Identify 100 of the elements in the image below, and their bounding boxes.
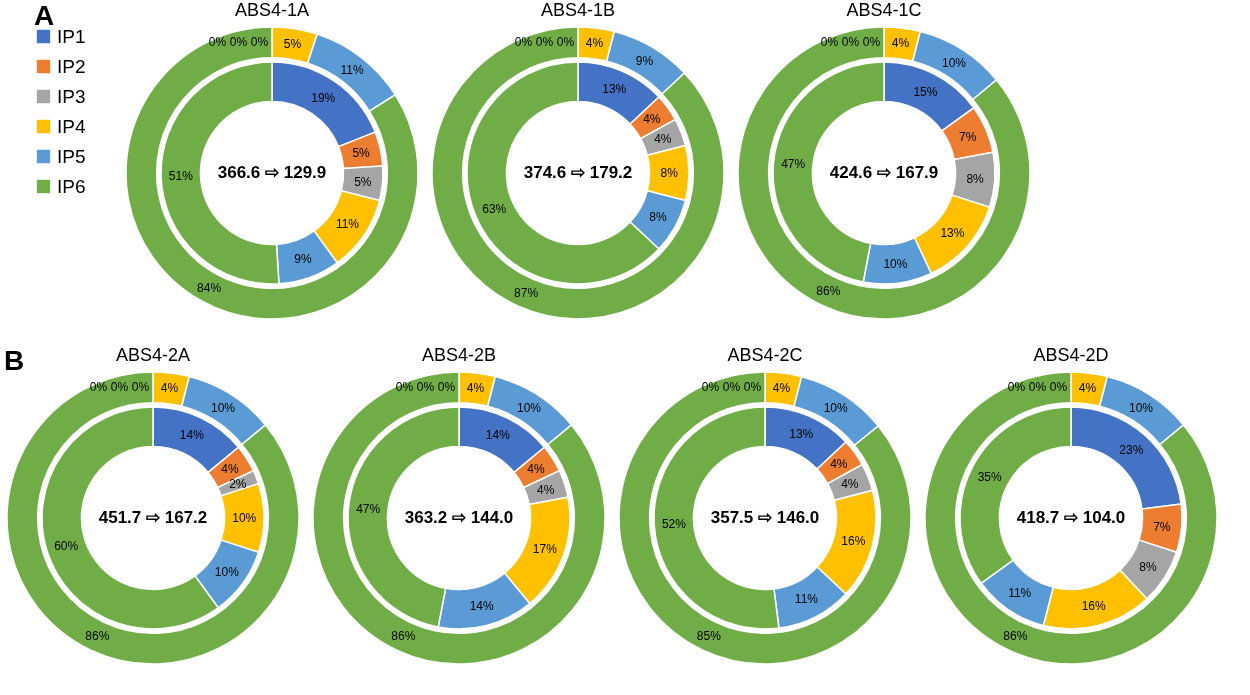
data-label: 8% xyxy=(649,209,667,224)
text: 0% xyxy=(395,380,414,395)
legend-label: IP2 xyxy=(57,55,86,77)
data-label: 4% xyxy=(585,36,604,51)
data-label: 8% xyxy=(1139,559,1158,574)
data-label: 4% xyxy=(221,462,240,477)
data-label: 60% xyxy=(54,539,79,554)
data-label: 14% xyxy=(469,599,495,614)
text: 366.6 ⇨ 129.9 xyxy=(217,163,327,182)
data-label: 35% xyxy=(977,469,1003,484)
data-label: 5% xyxy=(354,174,372,189)
data-label: 16% xyxy=(1081,599,1107,614)
data-label: 86% xyxy=(85,629,110,644)
data-label: 16% xyxy=(841,533,866,548)
legend-label: IP4 xyxy=(57,115,86,137)
data-label: 9% xyxy=(294,251,312,266)
text: 0% xyxy=(250,35,269,50)
text: 0% xyxy=(841,35,860,50)
text: 418.7 ⇨ 104.0 xyxy=(1016,508,1126,527)
data-label: 7% xyxy=(959,129,977,144)
chart-title: ABS4-1C xyxy=(846,0,922,20)
data-label: 4% xyxy=(643,112,661,127)
text: 374.6 ⇨ 179.2 xyxy=(523,163,633,182)
data-label: 63% xyxy=(482,202,507,217)
data-label: 4% xyxy=(654,132,672,147)
data-label: 4% xyxy=(1078,381,1097,396)
chart-title: ABS4-2D xyxy=(1033,345,1109,365)
data-label: 86% xyxy=(391,629,416,644)
data-label: 47% xyxy=(356,502,381,517)
text: 0% xyxy=(89,380,108,395)
data-label: 11% xyxy=(794,592,819,607)
text: 0% xyxy=(208,35,227,50)
text: A xyxy=(34,0,55,32)
data-label: 13% xyxy=(602,82,627,97)
data-label: 4% xyxy=(841,477,859,492)
data-label: 2% xyxy=(229,477,247,492)
data-label: 4% xyxy=(160,381,179,396)
text: 0% xyxy=(701,380,720,395)
data-label: 7% xyxy=(1153,519,1171,534)
text: 0% xyxy=(820,35,839,50)
text: 0% xyxy=(743,380,762,395)
legend-label: IP1 xyxy=(57,25,86,47)
text: 0% xyxy=(131,380,150,395)
data-label: 10% xyxy=(232,511,257,525)
data-label: 52% xyxy=(661,516,687,531)
data-label: 10% xyxy=(1129,400,1154,415)
data-label: 11% xyxy=(340,62,364,77)
data-label: 86% xyxy=(816,284,841,299)
data-label: 17% xyxy=(532,541,558,556)
text: B xyxy=(4,345,25,377)
text: 0% xyxy=(1049,380,1068,395)
legend-label: IP3 xyxy=(57,85,86,107)
text: 0% xyxy=(514,35,533,50)
data-label: 86% xyxy=(1003,629,1028,644)
data-label: 87% xyxy=(514,285,539,300)
text: 357.5 ⇨ 146.0 xyxy=(710,508,820,527)
data-label: 10% xyxy=(211,400,236,415)
text: 0% xyxy=(437,380,456,395)
chart-title: ABS4-1A xyxy=(234,0,310,20)
text: 0% xyxy=(862,35,881,50)
text: 0% xyxy=(110,380,129,395)
data-label: 14% xyxy=(485,428,511,443)
data-label: 13% xyxy=(789,427,814,442)
data-label: 9% xyxy=(635,53,654,68)
data-label: 8% xyxy=(660,166,679,180)
data-label: 11% xyxy=(335,217,360,232)
text: 0% xyxy=(722,380,741,395)
data-label: 4% xyxy=(466,381,485,396)
text: 0% xyxy=(229,35,248,50)
data-label: 5% xyxy=(352,146,371,161)
chart-title: ABS4-2A xyxy=(115,345,191,365)
data-label: 47% xyxy=(781,157,806,172)
text: 0% xyxy=(1007,380,1026,395)
chart-title: ABS4-2C xyxy=(727,345,803,365)
data-label: 10% xyxy=(942,55,967,70)
text: 0% xyxy=(416,380,435,395)
data-label: 15% xyxy=(913,84,938,99)
legend-label: IP5 xyxy=(57,145,86,167)
chart-title: ABS4-2B xyxy=(421,345,497,365)
data-label: 10% xyxy=(823,401,848,416)
data-label: 10% xyxy=(214,564,240,579)
data-label: 4% xyxy=(772,381,791,396)
text: 0% xyxy=(1028,380,1047,395)
data-label: 19% xyxy=(311,90,336,105)
data-label: 11% xyxy=(1008,586,1032,601)
data-label: 14% xyxy=(179,428,205,443)
data-label: 84% xyxy=(197,280,222,295)
data-label: 4% xyxy=(537,482,555,497)
text: 451.7 ⇨ 167.2 xyxy=(98,508,208,527)
data-label: 4% xyxy=(891,36,910,51)
data-label: 23% xyxy=(1119,442,1144,457)
text: 0% xyxy=(535,35,554,50)
data-label: 8% xyxy=(966,171,985,186)
chart-title: ABS4-1B xyxy=(540,0,616,20)
text: 363.2 ⇨ 144.0 xyxy=(404,508,514,527)
text: 424.6 ⇨ 167.9 xyxy=(829,163,939,182)
text: 0% xyxy=(556,35,575,50)
data-label: 4% xyxy=(527,462,546,477)
data-label: 13% xyxy=(940,226,965,241)
data-label: 85% xyxy=(696,628,722,643)
